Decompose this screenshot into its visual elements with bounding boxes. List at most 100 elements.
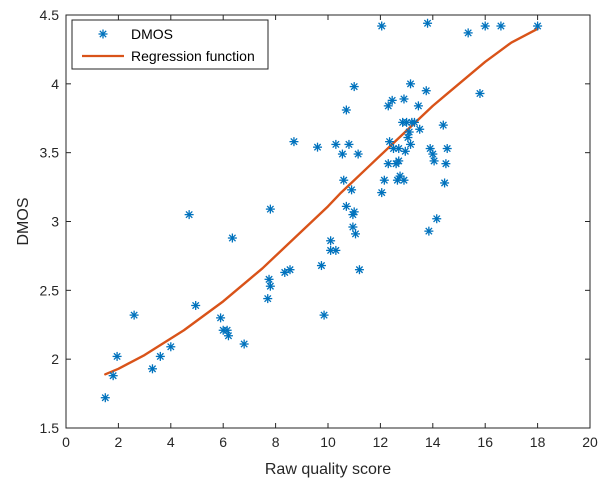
dmos-point (463, 28, 473, 38)
dmos-point (377, 21, 387, 31)
dmos-point (400, 146, 410, 156)
dmos-point (354, 265, 364, 275)
y-tick-label: 1.5 (40, 420, 60, 436)
dmos-point (239, 339, 249, 349)
dmos-point (442, 144, 452, 154)
dmos-point (339, 175, 349, 185)
dmos-point (404, 127, 414, 137)
dmos-point (424, 226, 434, 236)
dmos-point (429, 156, 439, 166)
dmos-point (319, 310, 329, 320)
dmos-point (399, 94, 409, 104)
dmos-point (379, 175, 389, 185)
dmos-point (423, 18, 433, 28)
y-tick-label: 2.5 (40, 282, 60, 298)
dmos-point (496, 21, 506, 31)
dmos-point (216, 313, 226, 323)
dmos-point (438, 120, 448, 130)
dmos-point (227, 233, 237, 243)
dmos-point (377, 188, 387, 198)
y-axis-label: DMOS (15, 198, 32, 246)
dmos-point (289, 137, 299, 147)
dmos-point (166, 342, 176, 352)
legend-label-regression: Regression function (131, 48, 255, 64)
x-axis-label: Raw quality score (265, 461, 391, 478)
x-tick-label: 8 (272, 434, 280, 450)
dmos-point (108, 371, 118, 381)
legend-marker-dmos (98, 29, 108, 39)
dmos-point (263, 294, 273, 304)
dmos-point (428, 149, 438, 159)
dmos-point (440, 178, 450, 188)
dmos-point (394, 156, 404, 166)
dmos-point (383, 159, 393, 169)
dmos-point (406, 139, 416, 149)
dmos-point (353, 149, 363, 159)
x-tick-label: 14 (425, 434, 441, 450)
x-tick-label: 12 (373, 434, 389, 450)
dmos-point (403, 133, 413, 143)
dmos-point (337, 149, 347, 159)
x-tick-label: 18 (530, 434, 546, 450)
axis-ticks: 0 2 4 6 8 10 12 14 16 18 20 1.5 2 2.5 3 3.5 4 4.5 (40, 7, 598, 450)
dmos-point (326, 236, 336, 246)
dmos-point (100, 393, 110, 403)
dmos-point (475, 88, 485, 98)
x-tick-label: 0 (62, 434, 70, 450)
dmos-point (480, 21, 490, 31)
dmos-point (395, 171, 405, 181)
dmos-point (331, 245, 341, 255)
x-tick-label: 10 (320, 434, 336, 450)
y-tick-label: 3 (51, 214, 59, 230)
regression-line (104, 27, 539, 376)
dmos-point (147, 364, 157, 374)
x-tick-label: 16 (477, 434, 493, 450)
dmos-point (223, 331, 233, 341)
y-tick-label: 4 (51, 76, 59, 92)
dmos-point (406, 79, 416, 89)
dmos-point (264, 274, 274, 284)
dmos-point (155, 351, 165, 361)
dmos-point (344, 139, 354, 149)
dmos-point (313, 142, 323, 152)
dmos-point (387, 95, 397, 105)
dmos-point (349, 82, 359, 92)
dmos-point (341, 201, 351, 211)
dmos-point (341, 105, 351, 115)
y-tick-label: 2 (51, 351, 59, 367)
dmos-point (222, 325, 232, 335)
y-tick-label: 3.5 (40, 145, 60, 161)
dmos-point (409, 117, 419, 127)
dmos-point (421, 86, 431, 96)
dmos-point (331, 139, 341, 149)
dmos-point (441, 159, 451, 169)
dmos-point (191, 300, 201, 310)
legend-box (71, 19, 269, 70)
dmos-point (348, 222, 358, 232)
dmos-point (383, 101, 393, 111)
legend-asterisk (98, 29, 108, 39)
dmos-point (285, 265, 295, 275)
dmos-point (316, 261, 326, 271)
dmos-point (351, 229, 361, 239)
x-tick-label: 6 (219, 434, 227, 450)
dmos-point (129, 310, 139, 320)
legend-label-dmos: DMOS (131, 26, 173, 42)
dmos-point (347, 185, 357, 195)
y-tick-label: 4.5 (40, 7, 60, 23)
dmos-point (112, 351, 122, 361)
x-tick-label: 20 (582, 434, 598, 450)
x-tick-label: 2 (115, 434, 123, 450)
x-tick-label: 4 (167, 434, 175, 450)
dmos-point (533, 21, 543, 31)
plot-area (66, 15, 590, 428)
dmos-point (399, 175, 409, 185)
dmos-point (349, 207, 359, 217)
dmos-point (432, 214, 442, 224)
dmos-point (385, 137, 395, 147)
dmos-point (265, 281, 275, 291)
legend: DMOS Regression function (71, 19, 269, 70)
dmos-point (265, 204, 275, 214)
scatter-points (100, 18, 543, 403)
